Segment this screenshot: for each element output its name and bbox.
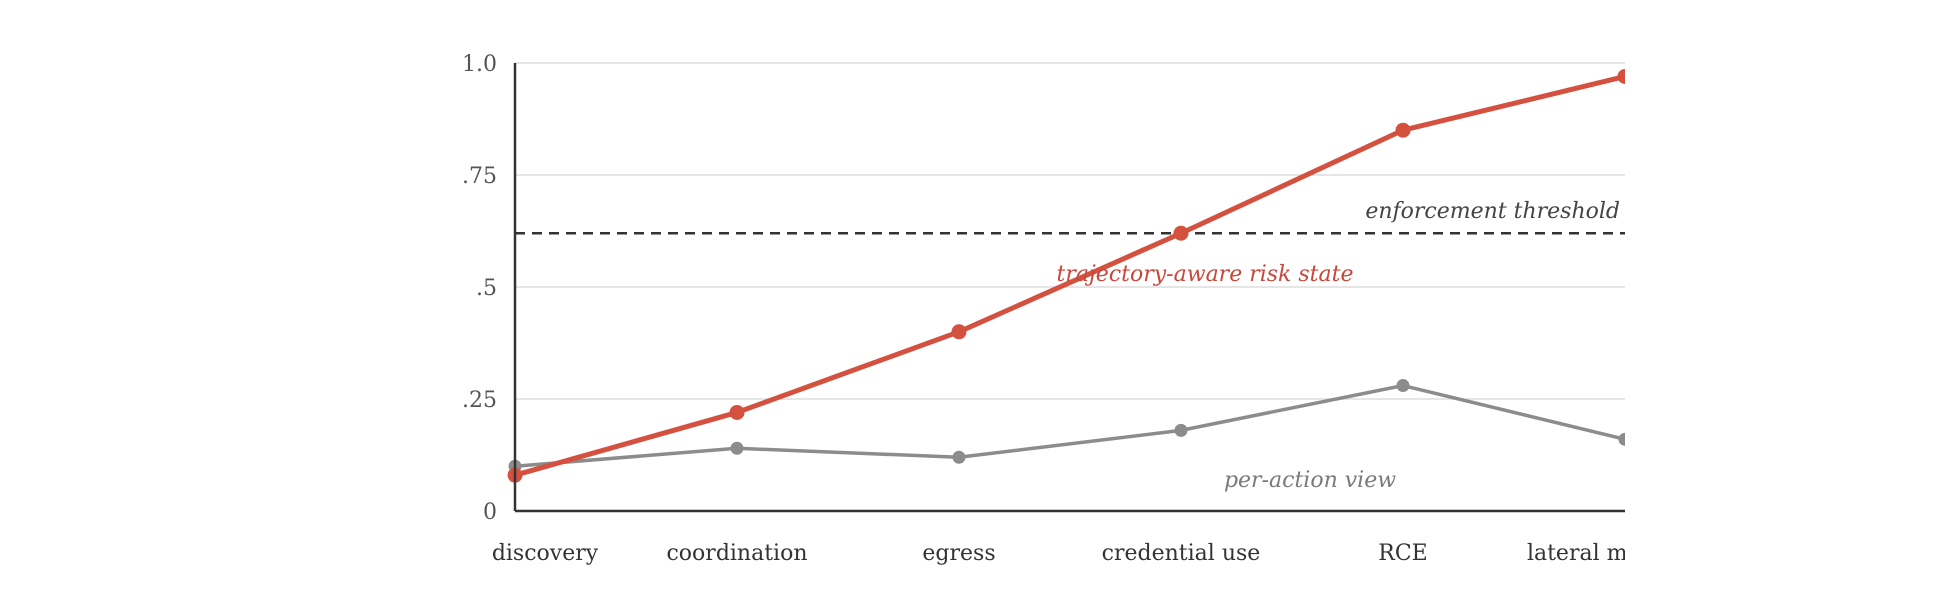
annotations: enforcement threshold trajectory-aware r…: [1057, 199, 1620, 493]
per-action-point: [1396, 379, 1410, 393]
y-tick-labels: 0 .25 .5 .75 1.0: [462, 52, 497, 525]
trajectory-point: [729, 404, 745, 420]
trajectory-series-label: trajectory-aware risk state: [1057, 262, 1354, 287]
trajectory-point: [1173, 225, 1189, 241]
y-tick-label: 1.0: [462, 52, 497, 77]
per-action-series-line: [513, 383, 1625, 468]
per-action-point: [952, 450, 966, 464]
per-action-point: [730, 441, 744, 455]
y-tick-label: 0: [483, 500, 497, 525]
per-action-point: [1618, 432, 1625, 446]
per-action-point: [1174, 423, 1188, 437]
axes: [513, 63, 1625, 513]
threshold-label: enforcement threshold: [1365, 199, 1620, 224]
x-tick-label: egress: [922, 541, 995, 566]
x-tick-labels: discovery coordination egress credential us…: [492, 541, 1723, 566]
trajectory-series-line: [512, 73, 1625, 478]
trajectory-point: [951, 324, 967, 340]
x-tick-label: coordination: [666, 541, 807, 566]
x-tick-label: discovery: [492, 541, 599, 566]
x-tick-label: RCE: [1378, 541, 1427, 566]
y-tick-label: .75: [462, 164, 497, 189]
gridlines: [515, 62, 1625, 400]
per-action-series-label: per-action view: [1224, 468, 1396, 493]
series-lines: [507, 68, 1625, 483]
y-tick-label: .25: [462, 388, 497, 413]
x-tick-label: lateral movement: [1527, 541, 1723, 566]
x-tick-label: credential use: [1102, 541, 1261, 566]
y-tick-label: .5: [476, 276, 497, 301]
trajectory-point: [1617, 68, 1625, 84]
trajectory-point: [1395, 122, 1411, 138]
